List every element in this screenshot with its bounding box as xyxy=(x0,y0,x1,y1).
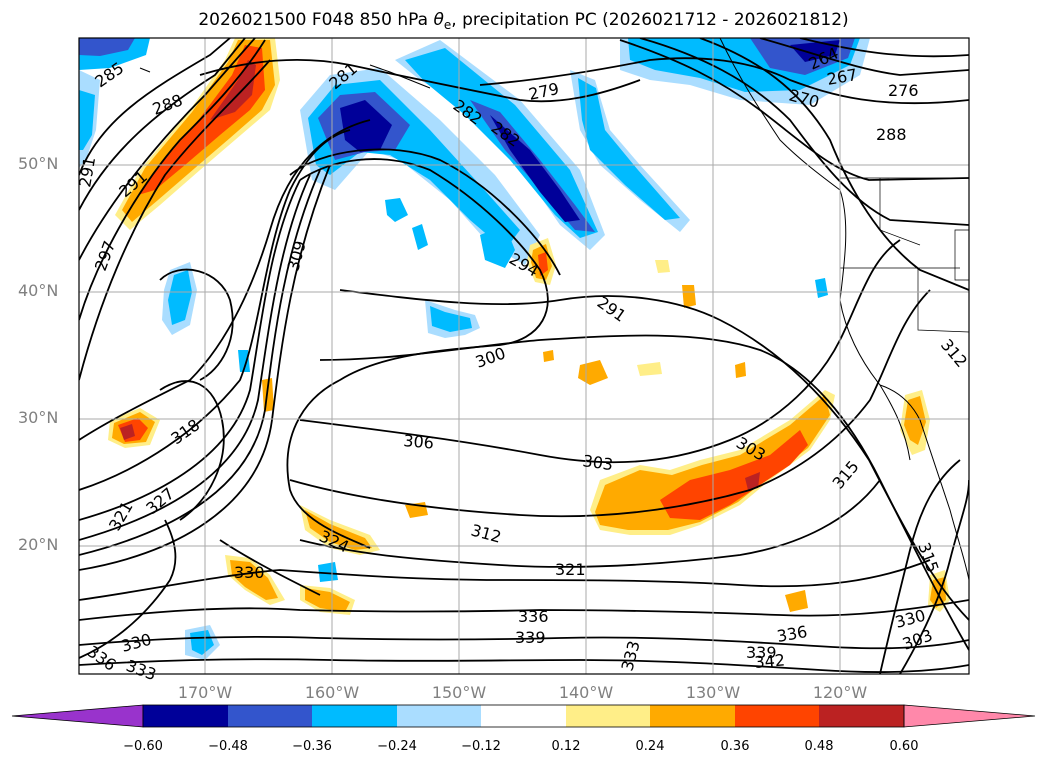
colorbar-segment xyxy=(735,705,819,727)
theta-e-contours xyxy=(79,38,969,674)
colorbar-tick-label: −0.36 xyxy=(292,739,332,754)
colorbar-tick-label: −0.48 xyxy=(208,739,248,754)
contour-label: 339 xyxy=(746,643,777,662)
colorbar xyxy=(11,704,1036,728)
colorbar-segment xyxy=(819,705,904,727)
lat-label-40n: 40°N xyxy=(18,281,59,300)
colorbar-tick-label: 0.36 xyxy=(720,739,750,754)
colorbar-segment xyxy=(566,705,650,727)
colorbar-segment xyxy=(397,705,481,727)
colorbar-tick-label: 0.48 xyxy=(804,739,834,754)
colorbar-extend-min xyxy=(11,704,144,728)
contour-label: 330 xyxy=(234,563,265,582)
contour-label: 276 xyxy=(888,81,919,100)
colorbar-tick-label: 0.24 xyxy=(635,739,665,754)
lon-label-170w: 170°W xyxy=(177,683,233,702)
colorbar-tick-label: −0.12 xyxy=(461,739,501,754)
colorbar-segment xyxy=(312,705,397,727)
contour-label: 306 xyxy=(403,431,435,453)
lon-label-160w: 160°W xyxy=(304,683,360,702)
contour-label: 342 xyxy=(754,650,786,672)
lon-label-120w: 120°W xyxy=(812,683,868,702)
colorbar-segment xyxy=(481,705,566,727)
coastlines xyxy=(139,38,969,581)
lon-label-150w: 150°W xyxy=(431,683,487,702)
lon-label-140w: 140°W xyxy=(558,683,614,702)
map-title: 2026021500 F048 850 hPa θe, precipitatio… xyxy=(198,10,849,32)
colorbar-extend-max xyxy=(903,704,1036,728)
colorbar-tick-label: 0.60 xyxy=(889,739,919,754)
lon-label-130w: 130°W xyxy=(685,683,741,702)
plot-frame xyxy=(78,37,970,675)
colorbar-tick-label: −0.24 xyxy=(377,739,417,754)
contour-label: 303 xyxy=(581,451,614,474)
contour-label: 321 xyxy=(555,560,586,579)
colorbar-segment xyxy=(228,705,312,727)
graticule xyxy=(79,38,969,674)
contour-label: 339 xyxy=(515,628,546,647)
lat-label-20n: 20°N xyxy=(18,535,59,554)
lat-label-30n: 30°N xyxy=(18,408,59,427)
contour-label: 336 xyxy=(518,607,549,626)
colorbar-tick-label: 0.12 xyxy=(551,739,581,754)
lat-label-50n: 50°N xyxy=(18,154,59,173)
political-borders xyxy=(840,177,969,333)
contour-label: 288 xyxy=(876,125,907,144)
colorbar-tick-label: −0.60 xyxy=(123,739,163,754)
colorbar-segment xyxy=(650,705,735,727)
colorbar-segment xyxy=(143,705,228,727)
